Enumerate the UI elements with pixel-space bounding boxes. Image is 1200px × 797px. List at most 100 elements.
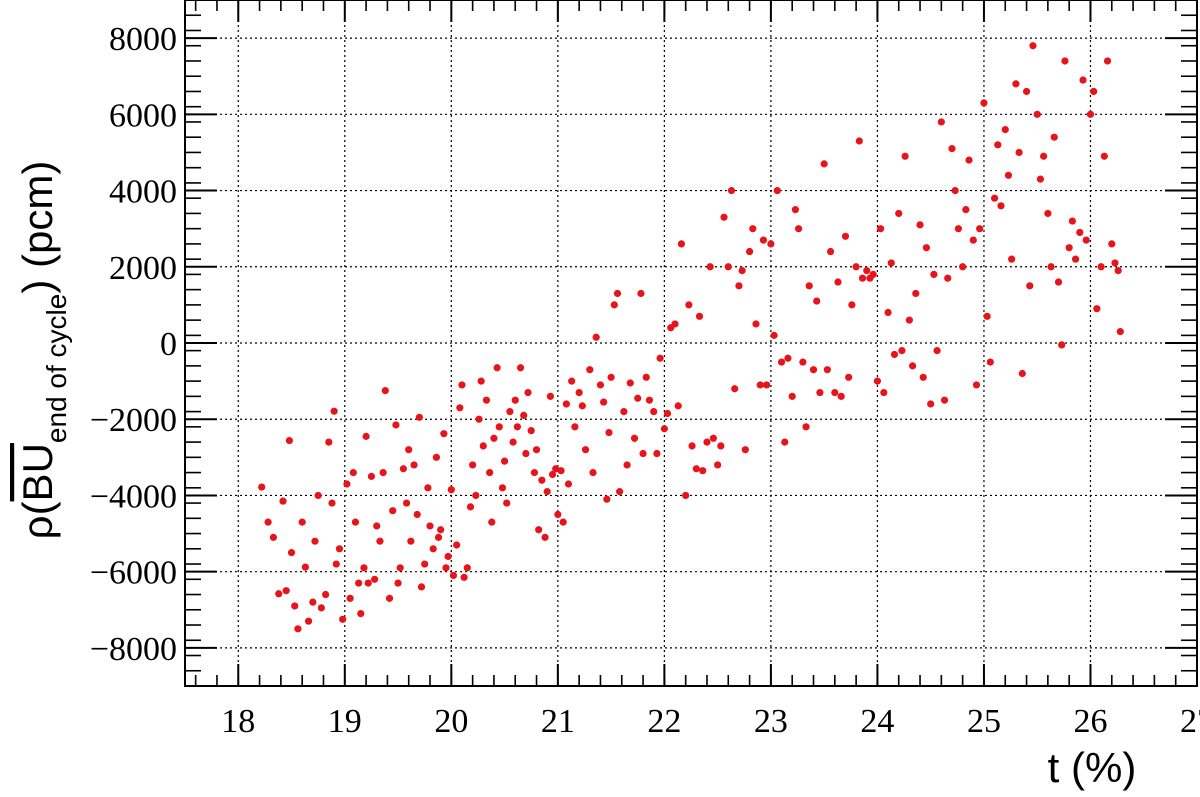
- scatter-point: [994, 141, 1002, 149]
- scatter-point: [826, 247, 835, 256]
- axis-ticks: [185, 0, 1198, 687]
- scatter-point: [447, 486, 455, 494]
- scatter-point: [469, 461, 477, 469]
- scatter-point: [592, 333, 600, 341]
- scatter-point: [394, 579, 402, 587]
- scatter-point: [752, 320, 760, 328]
- scatter-point: [799, 358, 807, 366]
- scatter-point: [908, 362, 917, 370]
- scatter-point: [432, 453, 441, 461]
- scatter-point: [724, 263, 732, 271]
- scatter-point: [841, 232, 850, 240]
- scatter-point: [282, 587, 290, 595]
- scatter-point: [630, 434, 639, 442]
- scatter-point: [349, 468, 357, 477]
- scatter-point: [335, 545, 344, 553]
- scatter-point: [650, 408, 658, 416]
- scatter-point: [578, 402, 586, 410]
- y-axis-title-prefix: ρ(: [14, 501, 61, 539]
- y-tick-label: 6000: [109, 97, 177, 134]
- scatter-point: [688, 442, 696, 450]
- scatter-point: [294, 625, 302, 633]
- scatter-point: [1050, 133, 1058, 141]
- scatter-point: [509, 438, 517, 446]
- scatter-point: [802, 423, 810, 431]
- scatter-point: [954, 225, 962, 233]
- scatter-point: [603, 495, 611, 503]
- scatter-point: [880, 388, 888, 397]
- scatter-point: [1054, 278, 1063, 286]
- scatter-point: [279, 497, 287, 505]
- scatter-point: [616, 488, 624, 496]
- scatter-point: [330, 407, 338, 415]
- scatter-point: [634, 394, 642, 402]
- scatter-point: [745, 247, 754, 256]
- scatter-point: [677, 240, 686, 248]
- scatter-point: [986, 358, 994, 366]
- scatter-point: [402, 499, 411, 507]
- x-tick-label: 25: [967, 703, 1001, 740]
- scatter-point: [407, 537, 415, 545]
- scatter-point: [639, 449, 647, 458]
- scatter-point: [656, 354, 664, 362]
- scatter-point: [756, 381, 764, 389]
- scatter-point: [887, 259, 895, 267]
- scatter-point: [364, 579, 372, 587]
- scatter-point: [339, 615, 347, 623]
- scatter-point: [976, 225, 984, 233]
- scatter-point: [848, 301, 856, 309]
- scatter-point: [442, 564, 450, 572]
- scatter-point: [355, 579, 363, 587]
- scatter-point: [884, 308, 892, 317]
- scatter-point: [809, 366, 818, 374]
- scatter-point: [816, 388, 824, 397]
- scatter-point: [287, 549, 296, 557]
- scatter-point: [538, 476, 546, 484]
- scatter-point: [905, 316, 913, 324]
- scatter-point: [731, 385, 739, 393]
- scatter-point: [532, 446, 541, 454]
- scatter-point: [610, 301, 618, 309]
- scatter-point: [927, 400, 935, 408]
- y-axis-title-subscript: end of cycle: [41, 294, 72, 443]
- scatter-point: [1061, 57, 1069, 65]
- scatter-point: [541, 533, 549, 541]
- scatter-point: [589, 468, 597, 477]
- x-tick-label: 20: [434, 703, 468, 740]
- scatter-point: [735, 282, 743, 290]
- scatter-point: [623, 461, 631, 469]
- scatter-point: [613, 289, 622, 298]
- scatter-point: [791, 206, 799, 214]
- scatter-point: [944, 274, 952, 282]
- scatter-point: [837, 392, 845, 400]
- scatter-point: [1001, 125, 1009, 134]
- scatter-point: [699, 467, 707, 475]
- scatter-point: [495, 423, 503, 431]
- scatter-point: [784, 354, 792, 362]
- scatter-point: [571, 423, 579, 431]
- scatter-point: [965, 156, 973, 164]
- scatter-point: [410, 461, 418, 469]
- scatter-point: [1082, 236, 1090, 244]
- scatter-point: [385, 594, 394, 602]
- scatter-point: [781, 438, 789, 446]
- scatter-point: [543, 488, 551, 496]
- scatter-point: [1004, 171, 1013, 179]
- scatter-point: [482, 396, 491, 404]
- scatter-point: [322, 590, 330, 599]
- scatter-point: [706, 263, 714, 271]
- scatter-point: [554, 510, 562, 519]
- scatter-point: [671, 320, 679, 328]
- y-axis-title-suffix: ) (pcm): [14, 161, 61, 294]
- scatter-point: [720, 213, 728, 221]
- scatter-point: [426, 522, 434, 530]
- x-tick-labels: 18 19 20 21 22 23 24 25 26 27: [221, 703, 1200, 740]
- scatter-point: [626, 379, 634, 387]
- scatter-point: [1079, 76, 1087, 84]
- scatter-point: [429, 545, 437, 553]
- scatter-point: [1018, 369, 1026, 378]
- scatter-point: [653, 449, 661, 458]
- scatter-point: [513, 423, 521, 431]
- scatter-point: [1029, 42, 1037, 50]
